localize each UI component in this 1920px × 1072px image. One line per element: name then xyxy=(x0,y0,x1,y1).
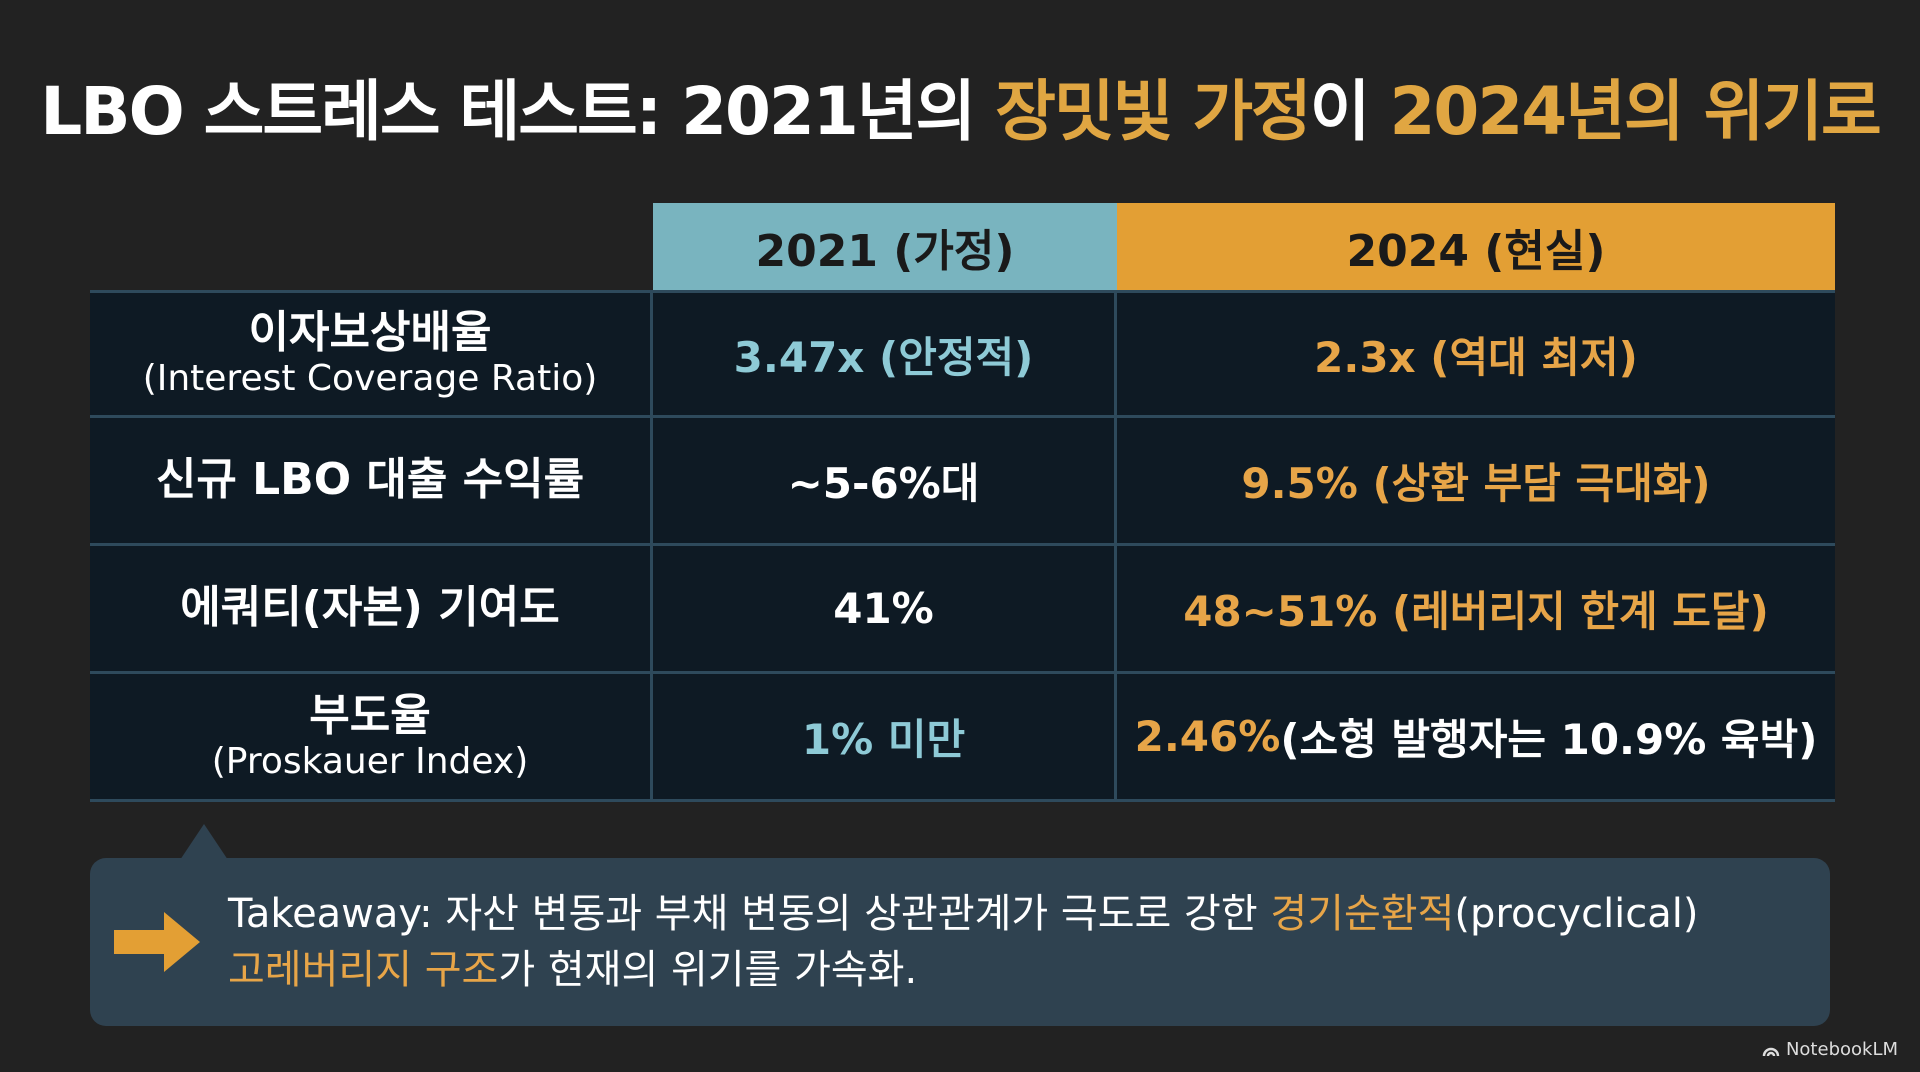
title-part2: 이 xyxy=(1309,73,1390,150)
row-label-interest-coverage: 이자보상배율 (Interest Coverage Ratio) xyxy=(90,290,653,418)
row-label-en: (Interest Coverage Ratio) xyxy=(142,358,598,400)
notebooklm-logo-icon xyxy=(1762,1047,1780,1056)
table-header-2021: 2021 (가정) xyxy=(653,203,1117,290)
cell-2024-note: (소형 발행자는 10.9% 육박) xyxy=(1280,715,1818,764)
row-label-ko: 이자보상배율 xyxy=(248,307,492,358)
title-part1: LBO 스트레스 테스트: 2021년의 xyxy=(40,73,996,150)
row-label-loan-yield: 신규 LBO 대출 수익률 xyxy=(90,418,653,546)
takeaway-line2-b: 가 현재의 위기를 가속화. xyxy=(498,947,918,993)
takeaway-line2-highlight: 고레버리지 구조 xyxy=(228,947,499,993)
comparison-table: 2021 (가정) 2024 (현실) 이자보상배율 (Interest Cov… xyxy=(90,203,1835,802)
row-label-ko: 신규 LBO 대출 수익률 xyxy=(155,454,585,506)
takeaway-line2: 고레버리지 구조가 현재의 위기를 가속화. xyxy=(228,942,1808,998)
row-label-ko: 부도율 xyxy=(309,689,431,741)
brand-label: NotebookLM xyxy=(1785,1039,1898,1060)
title-highlight1: 장밋빛 가정 xyxy=(995,73,1312,150)
takeaway-box: Takeaway: 자산 변동과 부채 변동의 상관관계가 극도로 강한 경기순… xyxy=(90,858,1830,1026)
cell-2024-default-rate: 2.46% (소형 발행자는 10.9% 육박) xyxy=(1117,674,1835,802)
callout-pointer xyxy=(180,824,228,860)
row-label-equity-contribution: 에쿼티(자본) 기여도 xyxy=(90,546,653,674)
cell-2024-value: 2.46% xyxy=(1134,712,1281,761)
arrow-right-icon xyxy=(114,912,200,972)
takeaway-line1-highlight: 경기순환적 xyxy=(1270,891,1455,937)
row-label-en: (Proskauer Index) xyxy=(211,740,529,782)
table-header-2024: 2024 (현실) xyxy=(1117,203,1835,290)
cell-2021-interest-coverage: 3.47x (안정적) xyxy=(653,290,1117,418)
row-label-default-rate: 부도율 (Proskauer Index) xyxy=(90,674,653,802)
row-label-ko: 에쿼티(자본) 기여도 xyxy=(180,582,560,634)
takeaway-line1: Takeaway: 자산 변동과 부채 변동의 상관관계가 극도로 강한 경기순… xyxy=(228,886,1808,942)
cell-2024-equity-contribution: 48~51% (레버리지 한계 도달) xyxy=(1117,546,1835,674)
cell-2024-value: 9.5% (상환 부담 극대화) xyxy=(1241,459,1711,508)
brand-watermark: NotebookLM xyxy=(1762,1039,1898,1060)
cell-2024-loan-yield: 9.5% (상환 부담 극대화) xyxy=(1117,418,1835,546)
cell-2021-loan-yield: ~5-6%대 xyxy=(653,418,1117,546)
takeaway-text: Takeaway: 자산 변동과 부채 변동의 상관관계가 극도로 강한 경기순… xyxy=(228,886,1808,998)
takeaway-line1-a: Takeaway: 자산 변동과 부채 변동의 상관관계가 극도로 강한 xyxy=(228,891,1271,937)
cell-2024-value: 48~51% (레버리지 한계 도달) xyxy=(1183,587,1769,636)
cell-2021-equity-contribution: 41% xyxy=(653,546,1117,674)
cell-2021-default-rate: 1% 미만 xyxy=(653,674,1117,802)
takeaway-line1-b: (procyclical) xyxy=(1454,891,1699,937)
cell-2024-interest-coverage: 2.3x (역대 최저) xyxy=(1117,290,1835,418)
page-title: LBO 스트레스 테스트: 2021년의 장밋빛 가정이 2024년의 위기로 xyxy=(0,58,1920,154)
title-highlight2: 2024년의 위기로 xyxy=(1389,73,1881,150)
table-header-blank xyxy=(90,203,653,290)
cell-2024-value: 2.3x (역대 최저) xyxy=(1314,332,1638,382)
